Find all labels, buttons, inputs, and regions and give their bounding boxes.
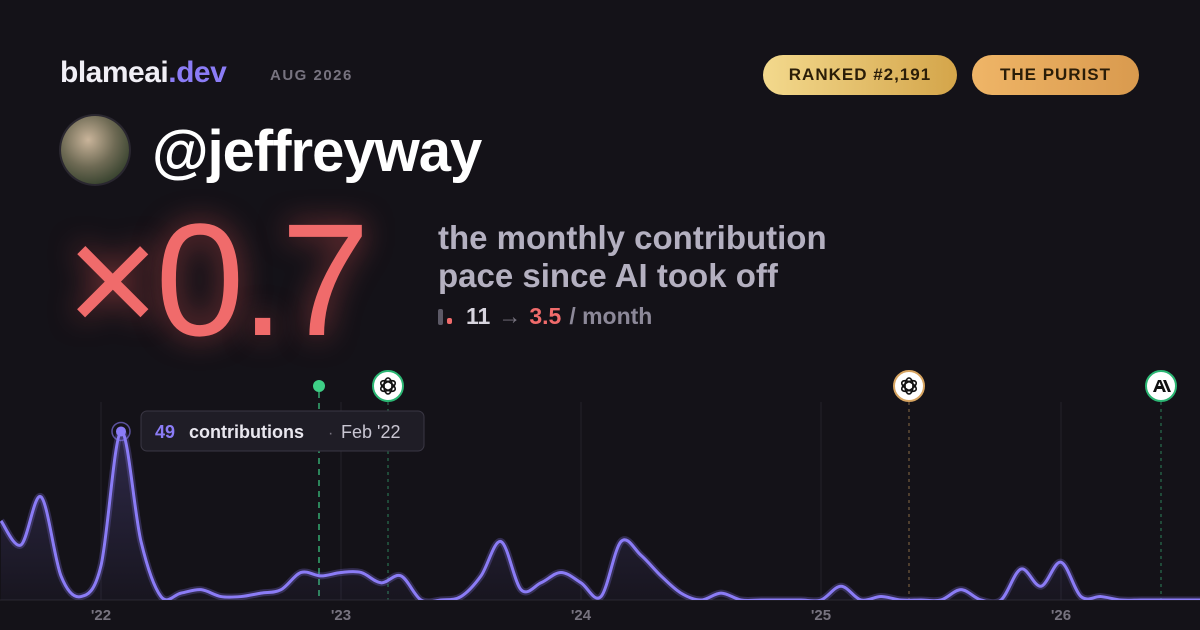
rank-badge: RANKED #2,191: [763, 55, 957, 95]
pace-unit: / month: [569, 303, 653, 329]
pace-arrow: →: [498, 303, 522, 329]
highlight-ring: [111, 421, 131, 442]
pace-icon: [447, 318, 452, 324]
tagline: the monthly contribution: [438, 219, 827, 256]
pace-after: 3.5: [529, 303, 562, 329]
pace: 11 → 3.5 / month: [438, 303, 652, 330]
multiplier: ×0.7: [66, 190, 370, 369]
date: AUG 2026: [270, 67, 353, 84]
x-tick-label: '26: [1051, 607, 1071, 624]
tooltip-label: contributions: [189, 422, 304, 442]
handle: @jeffreyway: [152, 119, 482, 184]
x-tick-label: '23: [331, 607, 351, 624]
tooltip-date: Feb '22: [341, 422, 400, 442]
pace-before: 11: [466, 303, 491, 329]
openai-icon: [372, 370, 404, 402]
tooltip-sep: ·: [328, 425, 333, 442]
tooltip-box: [140, 410, 425, 452]
brand: blameai.dev: [60, 56, 227, 90]
area: [1, 431, 1200, 600]
plot: [0, 427, 1200, 600]
brand-name: blameai: [60, 56, 169, 89]
x-tick-label: '25: [811, 607, 831, 624]
tooltip-value: 49: [155, 422, 175, 442]
anthropic-icon: [1145, 370, 1177, 402]
tagline: pace since AI took off: [438, 257, 778, 294]
highlight-point: [116, 426, 126, 437]
openai-icon: [893, 370, 925, 402]
tooltip: 49 contributions · Feb '22: [140, 410, 425, 452]
event-dot: [313, 380, 325, 392]
x-tick-label: '24: [571, 607, 592, 624]
brand-domain: .dev: [168, 56, 227, 89]
pace-icon: [438, 309, 443, 325]
x-tick-label: '22: [91, 607, 111, 624]
persona-badge: THE PURIST: [972, 55, 1139, 95]
line: [0, 429, 1200, 600]
avatar: [61, 116, 129, 184]
